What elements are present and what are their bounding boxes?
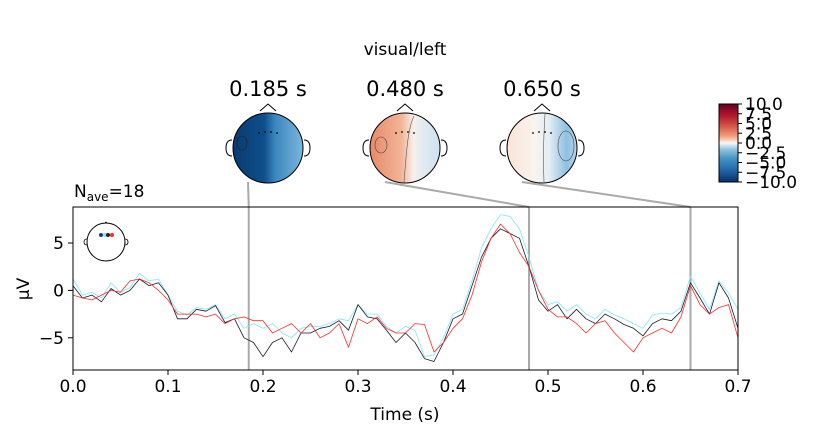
series-line-0 — [73, 214, 738, 358]
contour-line — [543, 113, 546, 183]
topomap-head — [232, 112, 304, 184]
x-tick-label: 0.6 — [629, 377, 656, 397]
sensor-dots — [395, 131, 415, 134]
x-tick-label: 0.4 — [439, 377, 466, 397]
colorbar-gradient — [718, 103, 739, 183]
colorbar: 10.07.55.02.50.0−2.5−5.0−7.5−10.0 — [718, 95, 797, 193]
inset-sensor — [103, 233, 107, 237]
y-axis-label: µV — [14, 277, 34, 300]
y-tick-label: 5 — [53, 234, 64, 254]
nave-label: Nave=18 — [74, 182, 144, 204]
series-line-1 — [73, 228, 738, 362]
x-tick-label: 0.0 — [59, 377, 86, 397]
topomap-time-label: 0.185 s — [229, 77, 307, 101]
contour-line — [236, 135, 248, 151]
contour-line — [403, 115, 415, 183]
colorbar-tick-label: −7.5 — [745, 163, 786, 183]
x-axis-ticks: 0.0 0.1 0.2 0.3 0.4 0.5 0.6 0.7 — [59, 370, 752, 397]
connector-line-0 — [247, 181, 250, 208]
head-ear-right — [303, 139, 311, 157]
axes-frame — [72, 206, 739, 371]
colorbar-tick-label: −2.5 — [745, 144, 786, 164]
x-tick-label: 0.5 — [534, 377, 561, 397]
colorbar-tick-label: 10.0 — [745, 95, 783, 115]
x-tick-label: 0.3 — [344, 377, 371, 397]
inset-ear-left — [83, 238, 88, 246]
inset-sensor — [106, 233, 110, 237]
y-tick-label: 0 — [53, 281, 64, 301]
time-markers — [247, 207, 692, 370]
colorbar-tick-label: 5.0 — [745, 115, 772, 135]
colorbar-tick-label: 2.5 — [745, 124, 772, 144]
colorbar-tick-label: −5.0 — [745, 154, 786, 174]
sensor-inset — [83, 221, 129, 262]
head-nose — [533, 103, 551, 112]
head-nose — [396, 103, 414, 112]
figure-title: visual/left — [364, 40, 447, 60]
head-ear-left — [225, 139, 233, 157]
contour-line — [374, 136, 388, 154]
head-ear-left — [499, 139, 507, 157]
evoked-axes: 0.0 0.1 0.2 0.3 0.4 0.5 0.6 0.7 −5 0 5 Time (s) µ… — [14, 206, 752, 425]
topomap-time-label: 0.650 s — [503, 77, 581, 101]
inset-head — [86, 222, 126, 262]
y-axis-ticks: −5 0 5 — [39, 234, 73, 349]
evoked-traces — [73, 214, 738, 362]
topomap-0650: 0.650 s — [499, 77, 585, 184]
head-ear-right — [577, 139, 585, 157]
y-tick-label: −5 — [39, 329, 64, 349]
connector-line-2 — [521, 181, 691, 208]
colorbar-tick-label: 0.0 — [745, 134, 772, 154]
connector-line-1 — [384, 181, 530, 208]
series-line-2 — [73, 223, 738, 353]
topomap-0480: 0.480 s — [362, 77, 448, 184]
colorbar-tick-label: −10.0 — [745, 173, 797, 193]
x-tick-label: 0.7 — [724, 377, 751, 397]
head-nose — [259, 103, 277, 112]
topomap-head — [506, 112, 578, 184]
inset-sensor — [110, 233, 114, 237]
x-tick-label: 0.1 — [154, 377, 181, 397]
topomap-time-label: 0.480 s — [366, 77, 444, 101]
inset-ear-right — [124, 238, 129, 246]
topomap-0185: 0.185 s — [225, 77, 311, 184]
sensor-dots — [532, 131, 552, 134]
sensor-dots — [258, 131, 278, 134]
inset-sensor — [99, 233, 103, 237]
topomap-head — [369, 112, 441, 184]
contour-line — [557, 130, 575, 162]
head-ear-right — [440, 139, 448, 157]
topomap-connectors — [247, 181, 691, 208]
x-axis-label: Time (s) — [369, 405, 439, 425]
colorbar-ticks: 10.07.55.02.50.0−2.5−5.0−7.5−10.0 — [738, 95, 797, 193]
colorbar-tick-label: 7.5 — [745, 105, 772, 125]
head-ear-left — [362, 139, 370, 157]
x-tick-label: 0.2 — [249, 377, 276, 397]
